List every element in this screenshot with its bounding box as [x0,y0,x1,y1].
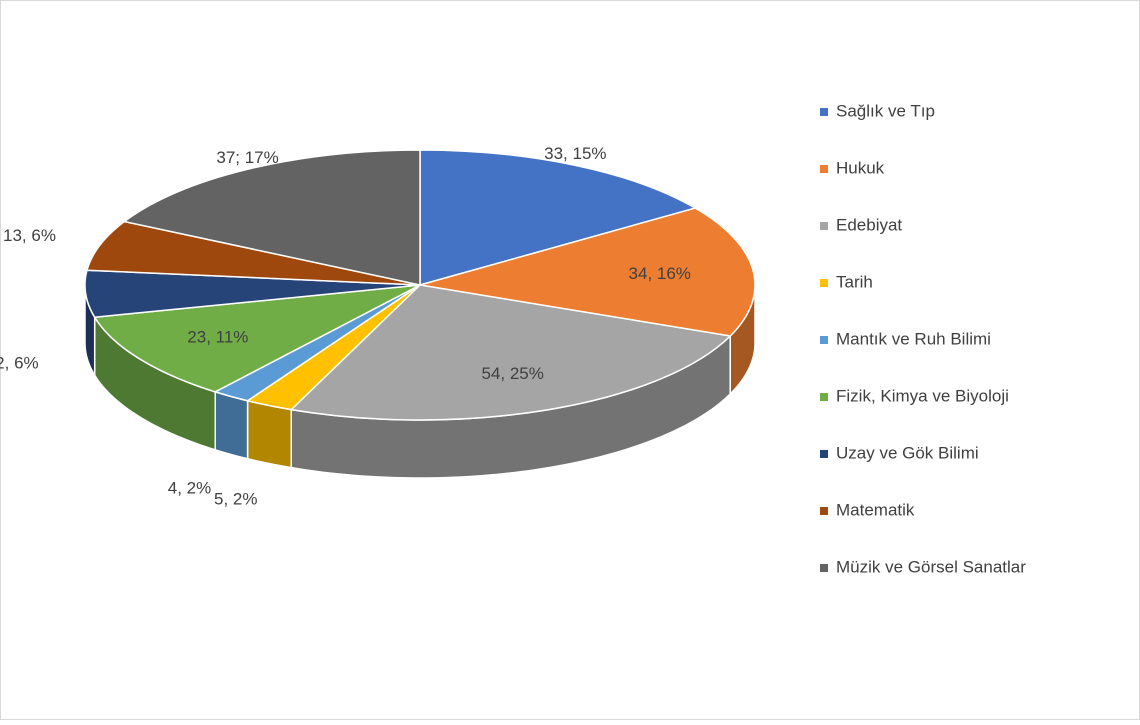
legend-label: Tarih [836,272,873,291]
pie-slice [419,207,756,337]
data-label: 34, 16% [629,264,691,283]
data-label: 37; 17% [216,148,278,167]
legend-marker [820,108,828,116]
data-label: 13, 6% [3,226,56,245]
pie-slice-side [246,399,292,469]
legend-marker [820,279,828,287]
data-label: 4, 2% [168,479,211,498]
legend-marker [820,165,828,173]
data-label: 5, 2% [214,490,257,509]
legend-label: Edebiyat [836,215,902,234]
data-label: 33, 15% [544,144,606,163]
legend-marker [820,450,828,458]
data-label: 12, 6% [0,353,39,372]
legend-marker [820,222,828,230]
legend-label: Mantık ve Ruh Bilimi [836,329,991,348]
legend-label: Sağlık ve Tıp [836,101,935,120]
legend-marker [820,336,828,344]
pie-slice [122,149,421,286]
data-label: 23, 11% [187,328,248,347]
pie-slice-side [214,390,249,460]
pie-slice [419,149,698,286]
legend-label: Matematik [836,500,915,519]
legend-label: Fizik, Kimya ve Biyoloji [836,386,1009,405]
legend-label: Hukuk [836,158,885,177]
legend-marker [820,564,828,572]
legend-marker [820,393,828,401]
data-label: 54, 25% [482,364,544,383]
pie-slice [93,284,421,393]
pie-slice [86,220,421,286]
legend-label: Müzik ve Görsel Sanatlar [836,557,1026,576]
pie-slice [289,284,732,421]
legend-marker [820,507,828,515]
legend-label: Uzay ve Gök Bilimi [836,443,979,462]
